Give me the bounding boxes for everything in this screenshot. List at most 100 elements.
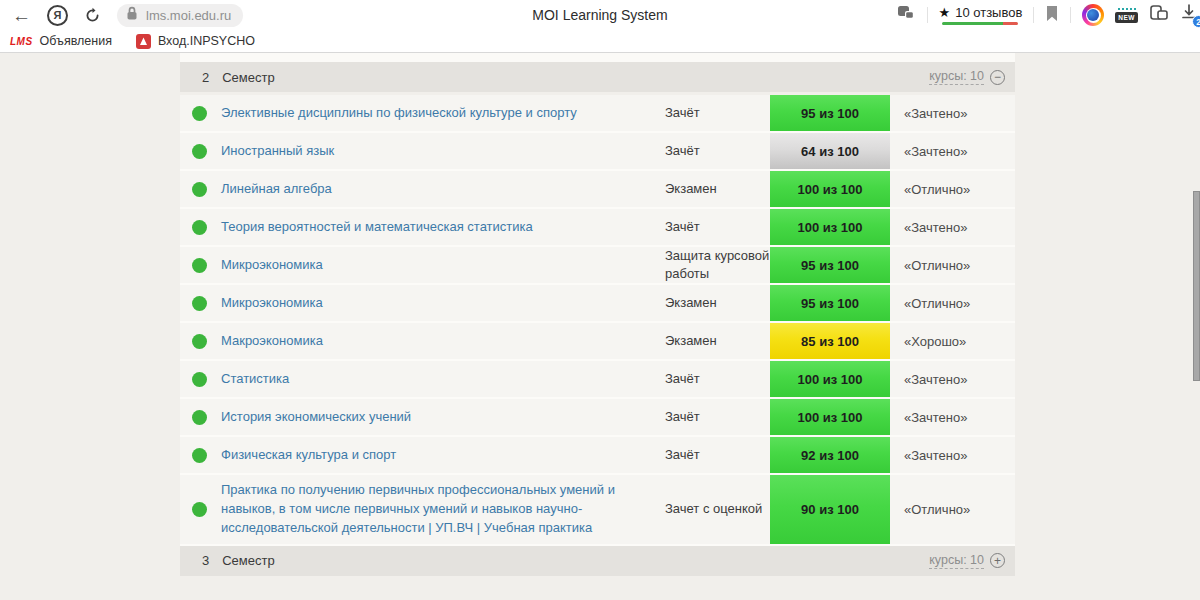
collapse-icon[interactable]: − bbox=[990, 70, 1005, 85]
semester-title: Семестр bbox=[222, 553, 274, 568]
bookmark-flag-icon[interactable] bbox=[1045, 5, 1059, 26]
yandex-home-icon[interactable]: Я bbox=[47, 5, 68, 26]
grades-table: 2 Семестр курсы: 10 − Элективные дисципл… bbox=[180, 53, 1015, 576]
course-link[interactable]: Физическая культура и спорт bbox=[221, 440, 665, 471]
score-badge: 95 из 100 bbox=[770, 285, 890, 321]
downloads-count-badge: 2 bbox=[1192, 15, 1200, 28]
bookmark-announcements[interactable]: LMS Объявления bbox=[10, 34, 112, 48]
table-row: Иностранный язык Зачёт 64 из 100 «Зачтен… bbox=[180, 133, 1015, 171]
score-badge: 92 из 100 bbox=[770, 437, 890, 473]
table-row: Физическая культура и спорт Зачёт 92 из … bbox=[180, 437, 1015, 475]
bookmark-label: Объявления bbox=[40, 34, 112, 48]
assessment-type: Экзамен bbox=[665, 332, 770, 350]
course-link[interactable]: Микроэкономика bbox=[221, 288, 665, 319]
score-badge: 100 из 100 bbox=[770, 171, 890, 207]
score-badge: 100 из 100 bbox=[770, 361, 890, 397]
table-row: Микроэкономика Защита курсовой работы 95… bbox=[180, 247, 1015, 285]
course-link[interactable]: Макроэкономика bbox=[221, 326, 665, 357]
status-dot-icon bbox=[192, 106, 207, 121]
courses-count-link[interactable]: курсы: 10 bbox=[929, 553, 984, 569]
refresh-icon[interactable] bbox=[84, 7, 101, 24]
course-link[interactable]: Элективные дисциплины по физической куль… bbox=[221, 98, 665, 129]
new-badge-label: NEW bbox=[1115, 12, 1138, 23]
inpsycho-favicon bbox=[136, 34, 151, 49]
vertical-scrollbar[interactable] bbox=[1193, 191, 1200, 381]
semester-title: Семестр bbox=[222, 70, 274, 85]
courses-count-link[interactable]: курсы: 10 bbox=[929, 69, 984, 85]
semester-2-header: 2 Семестр курсы: 10 − bbox=[180, 62, 1015, 92]
assessment-type: Экзамен bbox=[665, 180, 770, 198]
course-link[interactable]: Статистика bbox=[221, 364, 665, 395]
status-dot-icon bbox=[192, 502, 207, 517]
assessment-type: Зачёт bbox=[665, 218, 770, 236]
back-button[interactable]: ← bbox=[12, 6, 31, 25]
divider bbox=[1070, 7, 1071, 23]
assessment-type: Экзамен bbox=[665, 294, 770, 312]
grade-text: «Отлично» bbox=[890, 258, 1015, 273]
bookmark-inpsycho[interactable]: Вход.INPSYCHO bbox=[136, 34, 255, 49]
lms-page: 2 Семестр курсы: 10 − Элективные дисципл… bbox=[0, 53, 1200, 599]
course-rows: Элективные дисциплины по физической куль… bbox=[180, 95, 1015, 546]
reviews-button[interactable]: ★ 10 отзывов bbox=[939, 5, 1023, 25]
score-badge: 100 из 100 bbox=[770, 209, 890, 245]
grade-text: «Зачтено» bbox=[890, 144, 1015, 159]
status-dot-icon bbox=[192, 144, 207, 159]
score-badge: 100 из 100 bbox=[770, 399, 890, 435]
assessment-type: Зачет с оценкой bbox=[665, 500, 770, 518]
status-dot-icon bbox=[192, 448, 207, 463]
translate-icon[interactable] bbox=[897, 5, 916, 26]
address-bar[interactable]: lms.moi.edu.ru bbox=[117, 4, 243, 27]
table-row: Статистика Зачёт 100 из 100 «Зачтено» bbox=[180, 361, 1015, 399]
new-feature-icon[interactable]: NEW bbox=[1115, 8, 1138, 23]
lock-icon bbox=[125, 6, 139, 25]
course-link[interactable]: Практика по получению первичных професси… bbox=[221, 475, 665, 544]
assessment-type: Зачёт bbox=[665, 104, 770, 122]
grade-text: «Хорошо» bbox=[890, 334, 1015, 349]
status-dot-icon bbox=[192, 182, 207, 197]
semester-3-header: 3 Семестр курсы: 10 + bbox=[180, 546, 1015, 576]
divider bbox=[927, 7, 928, 23]
grade-text: «Отлично» bbox=[890, 182, 1015, 197]
new-brackets bbox=[1118, 8, 1136, 12]
course-link[interactable]: История экономических учений bbox=[221, 402, 665, 433]
assessment-type: Зачёт bbox=[665, 446, 770, 464]
status-dot-icon bbox=[192, 372, 207, 387]
score-badge: 90 из 100 bbox=[770, 475, 890, 544]
bookmark-label: Вход.INPSYCHO bbox=[158, 34, 255, 48]
url-text: lms.moi.edu.ru bbox=[146, 8, 231, 23]
status-dot-icon bbox=[192, 220, 207, 235]
semester-number: 2 bbox=[202, 70, 209, 85]
table-row: Макроэкономика Экзамен 85 из 100 «Хорошо… bbox=[180, 323, 1015, 361]
score-badge: 95 из 100 bbox=[770, 247, 890, 283]
course-link[interactable]: Иностранный язык bbox=[221, 136, 665, 167]
grade-text: «Зачтено» bbox=[890, 372, 1015, 387]
grade-text: «Зачтено» bbox=[890, 106, 1015, 121]
table-row: Линейная алгебра Экзамен 100 из 100 «Отл… bbox=[180, 171, 1015, 209]
course-link[interactable]: Теория вероятностей и математическая ста… bbox=[221, 212, 665, 243]
table-row: Теория вероятностей и математическая ста… bbox=[180, 209, 1015, 247]
previous-row-remnant bbox=[180, 53, 1015, 62]
downloads-button[interactable]: 2 bbox=[1180, 3, 1200, 27]
status-dot-icon bbox=[192, 334, 207, 349]
lms-favicon: LMS bbox=[10, 36, 33, 47]
status-dot-icon bbox=[192, 296, 207, 311]
grade-text: «Отлично» bbox=[890, 502, 1015, 517]
expand-icon[interactable]: + bbox=[990, 553, 1005, 568]
reviews-count: 10 отзывов bbox=[955, 5, 1022, 20]
collections-icon[interactable] bbox=[1149, 4, 1169, 26]
course-link[interactable]: Линейная алгебра bbox=[221, 174, 665, 205]
star-icon: ★ bbox=[939, 5, 951, 20]
status-dot-icon bbox=[192, 258, 207, 273]
table-row: История экономических учений Зачёт 100 и… bbox=[180, 399, 1015, 437]
table-row: Практика по получению первичных професси… bbox=[180, 475, 1015, 546]
bookmarks-bar: LMS Объявления Вход.INPSYCHO bbox=[0, 30, 1200, 53]
assessment-type: Защита курсовой работы bbox=[665, 247, 770, 282]
divider bbox=[1033, 7, 1034, 23]
browser-logo-icon[interactable] bbox=[1082, 4, 1104, 26]
status-dot-icon bbox=[192, 410, 207, 425]
course-link[interactable]: Микроэкономика bbox=[221, 250, 665, 281]
score-badge: 95 из 100 bbox=[770, 95, 890, 131]
assessment-type: Зачёт bbox=[665, 142, 770, 160]
grade-text: «Зачтено» bbox=[890, 410, 1015, 425]
grade-text: «Отлично» bbox=[890, 296, 1015, 311]
